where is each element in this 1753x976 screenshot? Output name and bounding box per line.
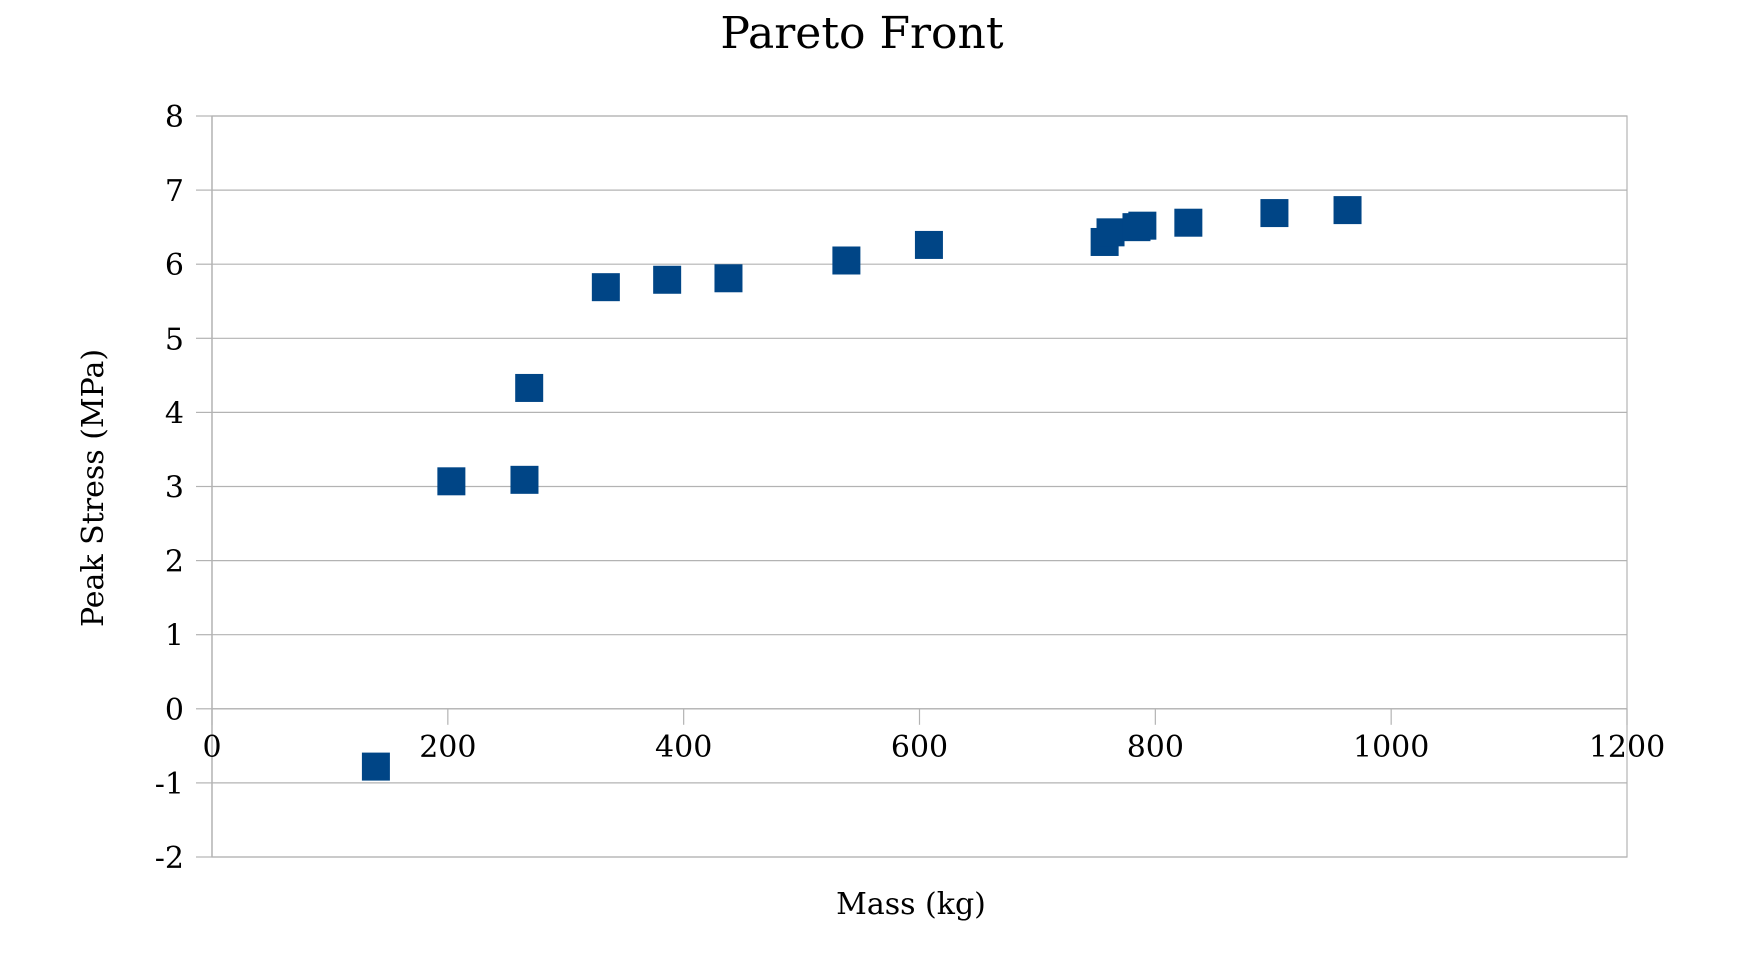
data-point [1096, 218, 1125, 247]
x-tick-label: 1000 [1353, 730, 1429, 765]
y-tick-label: -1 [155, 767, 184, 802]
y-tick-label: 5 [165, 322, 184, 357]
data-point [1128, 211, 1157, 240]
x-tick-label: 1200 [1589, 730, 1665, 765]
data-point [591, 273, 620, 302]
x-tick-label: 0 [202, 730, 221, 765]
y-tick-label: 8 [165, 100, 184, 135]
data-point [515, 373, 544, 402]
axes [211, 115, 1628, 858]
x-axis-title: Mass (kg) [836, 887, 986, 922]
y-axis-title: Peak Stress (MPa) [76, 349, 111, 627]
data-points [361, 196, 1362, 781]
data-point [714, 264, 743, 293]
x-tick-label: 600 [891, 730, 948, 765]
y-tick-label: 6 [165, 248, 184, 283]
y-tick-label: 0 [165, 693, 184, 728]
data-point [437, 467, 466, 496]
data-point [510, 465, 539, 494]
y-tick-label: 2 [165, 545, 184, 580]
data-point [1174, 208, 1203, 237]
data-point [653, 265, 682, 294]
y-tick-label: -2 [155, 841, 184, 876]
data-point [361, 752, 390, 781]
tick-labels: -2 -1 0 1 2 3 4 5 6 7 8 0 200 400 600 800 1000 1200 [155, 100, 1665, 876]
x-tick-label: 200 [419, 730, 476, 765]
x-tick-label: 400 [655, 730, 712, 765]
y-tick-label: 4 [165, 396, 184, 431]
y-tick-label: 3 [165, 471, 184, 506]
data-point [832, 246, 861, 275]
y-tick-label: 1 [165, 619, 184, 654]
data-point [1260, 199, 1289, 228]
data-point [1333, 196, 1362, 225]
y-tick-label: 7 [165, 174, 184, 209]
data-point [914, 230, 943, 259]
x-tick-label: 800 [1127, 730, 1184, 765]
chart-title: Pareto Front [720, 8, 1003, 59]
